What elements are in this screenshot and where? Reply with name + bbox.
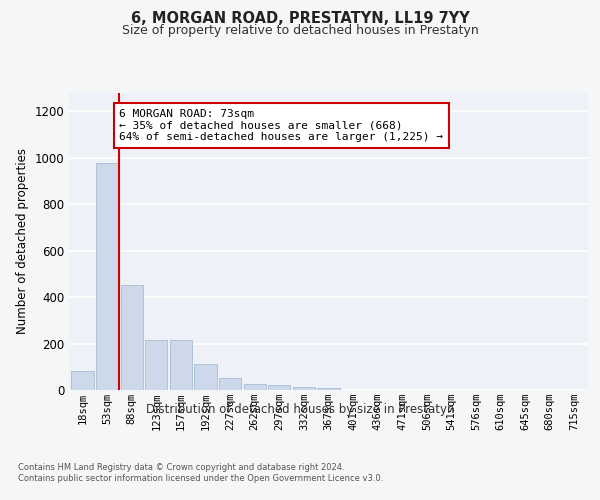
Text: Distribution of detached houses by size in Prestatyn: Distribution of detached houses by size … — [146, 402, 454, 415]
Bar — [96, 164, 118, 390]
Bar — [268, 386, 290, 390]
Bar — [244, 384, 266, 390]
Text: 6 MORGAN ROAD: 73sqm
← 35% of detached houses are smaller (668)
64% of semi-deta: 6 MORGAN ROAD: 73sqm ← 35% of detached h… — [119, 109, 443, 142]
Bar — [71, 372, 94, 390]
Text: 6, MORGAN ROAD, PRESTATYN, LL19 7YY: 6, MORGAN ROAD, PRESTATYN, LL19 7YY — [131, 11, 469, 26]
Bar — [194, 364, 217, 390]
Text: Contains HM Land Registry data © Crown copyright and database right 2024.
Contai: Contains HM Land Registry data © Crown c… — [18, 462, 383, 483]
Bar — [145, 340, 167, 390]
Bar — [317, 388, 340, 390]
Bar — [293, 386, 315, 390]
Bar — [121, 286, 143, 390]
Text: Size of property relative to detached houses in Prestatyn: Size of property relative to detached ho… — [122, 24, 478, 37]
Bar — [219, 378, 241, 390]
Bar — [170, 340, 192, 390]
Y-axis label: Number of detached properties: Number of detached properties — [16, 148, 29, 334]
